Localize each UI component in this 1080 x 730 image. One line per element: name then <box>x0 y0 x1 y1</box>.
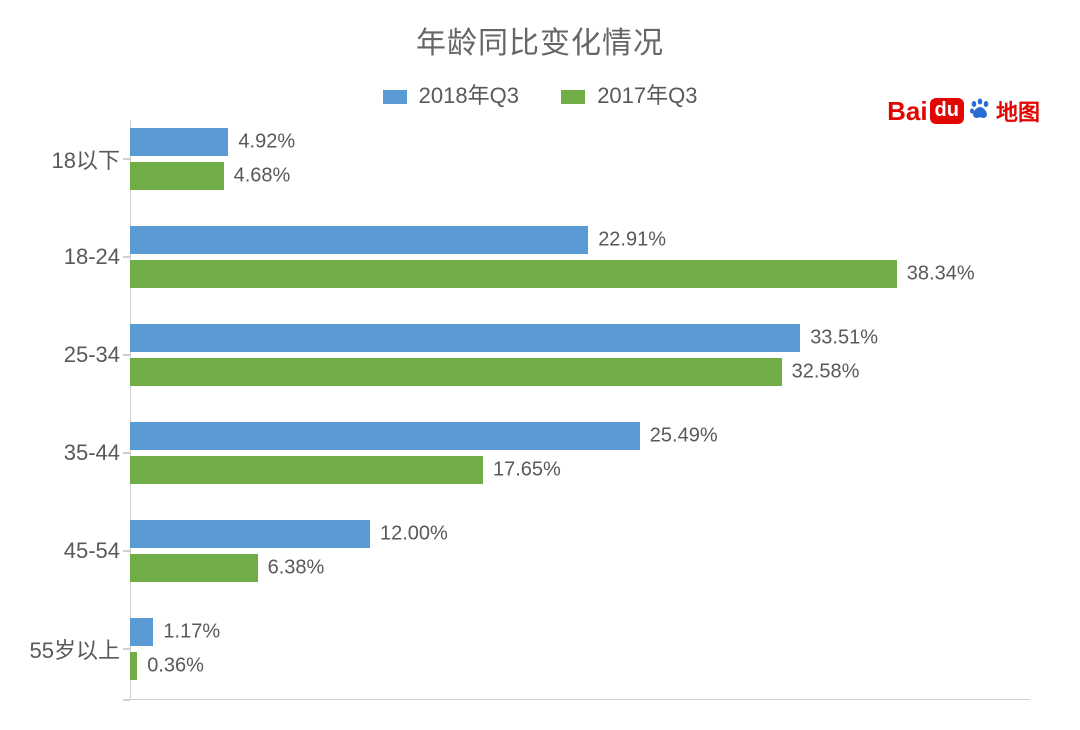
y-axis-line <box>130 120 131 700</box>
legend-swatch-2018q3 <box>383 90 407 104</box>
bar-value-label: 4.92% <box>238 131 295 154</box>
y-axis-tick <box>123 648 130 650</box>
bar-value-label: 33.51% <box>810 327 878 350</box>
legend-swatch-2017q3 <box>561 90 585 104</box>
y-axis-tick <box>123 452 130 454</box>
plot-area: 18以下4.92%4.68%18-2422.91%38.34%25-3433.5… <box>130 120 1030 700</box>
bar <box>130 520 370 548</box>
bar <box>130 358 782 386</box>
category-label: 18以下 <box>5 143 120 175</box>
bar <box>130 652 137 680</box>
bar-value-label: 0.36% <box>147 655 204 678</box>
bar <box>130 162 224 190</box>
legend-label-2018q3: 2018年Q3 <box>419 83 519 108</box>
bar-value-label: 25.49% <box>650 425 718 448</box>
bar <box>130 260 897 288</box>
legend-item-2017q3: 2017年Q3 <box>561 78 697 110</box>
legend-label-2017q3: 2017年Q3 <box>597 83 697 108</box>
age-yoy-bar-chart: 年龄同比变化情况 2018年Q3 2017年Q3 Baidu 地图 <box>0 0 1080 730</box>
category-label: 25-34 <box>5 342 120 368</box>
bar <box>130 422 640 450</box>
bar-value-label: 22.91% <box>598 229 666 252</box>
bar-value-label: 1.17% <box>163 621 220 644</box>
bar-value-label: 12.00% <box>380 523 448 546</box>
legend-item-2018q3: 2018年Q3 <box>383 78 519 110</box>
y-axis-tick <box>123 158 130 160</box>
bar <box>130 554 258 582</box>
category-label: 55岁以上 <box>5 633 120 665</box>
chart-title: 年龄同比变化情况 <box>0 18 1080 62</box>
x-axis-line <box>130 699 1030 700</box>
bar-value-label: 32.58% <box>792 361 860 384</box>
y-axis-tick <box>123 550 130 552</box>
bar <box>130 226 588 254</box>
bar-value-label: 38.34% <box>907 263 975 286</box>
category-label: 45-54 <box>5 538 120 564</box>
bar-value-label: 17.65% <box>493 459 561 482</box>
bar <box>130 456 483 484</box>
bar <box>130 324 800 352</box>
category-label: 35-44 <box>5 440 120 466</box>
bar-value-label: 4.68% <box>234 165 291 188</box>
bar-value-label: 6.38% <box>268 557 325 580</box>
y-axis-tick <box>123 699 130 701</box>
category-label: 18-24 <box>5 244 120 270</box>
y-axis-tick <box>123 354 130 356</box>
bar <box>130 618 153 646</box>
y-axis-tick <box>123 256 130 258</box>
bar <box>130 128 228 156</box>
